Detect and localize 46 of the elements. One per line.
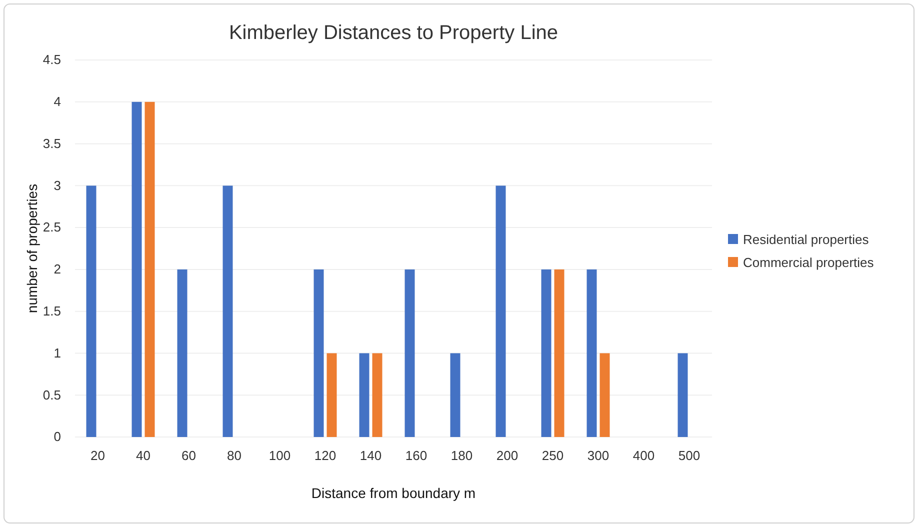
x-tick-label: 80	[227, 448, 242, 464]
x-tick-label: 500	[678, 448, 700, 464]
bar	[450, 353, 460, 437]
y-tick-label: 0	[54, 429, 61, 444]
bar	[404, 269, 415, 437]
x-tick-label: 300	[587, 448, 610, 464]
y-axis-title: number of properties	[24, 184, 40, 314]
bar	[144, 102, 155, 437]
x-tick-label: 60	[182, 448, 196, 464]
bar	[586, 269, 597, 437]
bar	[177, 269, 188, 437]
x-tick-label: 400	[632, 448, 655, 464]
bar	[132, 102, 142, 437]
y-tick-label: 3.5	[42, 136, 61, 151]
bar	[86, 186, 96, 437]
x-axis-title: Distance from boundary m	[311, 485, 476, 501]
bar	[554, 269, 564, 437]
x-tick-label: 20	[90, 448, 105, 464]
bar	[600, 353, 610, 437]
y-tick-label: 2	[54, 262, 61, 277]
y-tick-label: 1	[54, 345, 61, 360]
y-tick-label: 2.5	[42, 220, 61, 235]
bar	[359, 353, 370, 437]
x-tick-label: 180	[450, 448, 473, 464]
y-tick-label: 3	[54, 178, 61, 193]
bar	[678, 353, 688, 437]
x-tick-label: 140	[360, 448, 382, 464]
chart-title: Kimberley Distances to Property Line	[228, 22, 558, 44]
bar	[314, 269, 324, 437]
bar	[372, 353, 382, 437]
y-tick-label: 4	[54, 94, 61, 110]
x-tick-label: 200	[496, 448, 518, 464]
x-tick-label: 40	[136, 448, 150, 464]
bar	[496, 186, 506, 437]
y-tick-label: 4.5	[42, 52, 61, 68]
bar	[326, 353, 337, 437]
x-tick-label: 250	[542, 448, 564, 464]
x-tick-label: 120	[314, 448, 336, 464]
y-tick-label: 1.5	[42, 303, 61, 318]
legend-label: Commercial properties	[743, 255, 874, 270]
x-tick-label: 100	[268, 448, 291, 464]
legend-label: Residential properties	[743, 232, 870, 247]
x-tick-label: 160	[405, 448, 428, 464]
y-tick-label: 0.5	[42, 387, 61, 402]
bar	[541, 269, 552, 437]
bar	[222, 186, 233, 437]
